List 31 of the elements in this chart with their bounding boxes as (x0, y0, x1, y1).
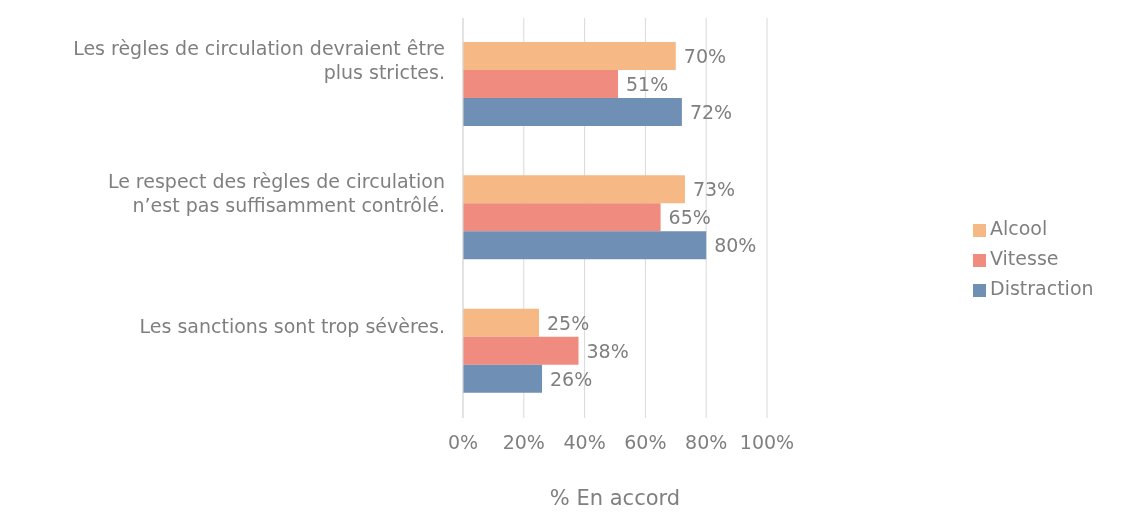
data-label: 72% (689, 101, 733, 123)
x-axis-title: % En accord (549, 486, 681, 510)
legend-label: Distraction (990, 277, 1094, 299)
bar (463, 231, 707, 260)
bar (463, 98, 682, 126)
bar (463, 203, 661, 232)
legend-label: Alcool (990, 217, 1048, 239)
x-tick-label: 40% (563, 431, 606, 454)
y-tick-label: Le respect des règles de circulation n’est pas suffisamment contrôlé. (107, 170, 445, 216)
bar (463, 364, 543, 393)
bar (463, 70, 619, 98)
x-tick-label: 0% (447, 431, 479, 454)
x-tick-label: 60% (624, 431, 667, 454)
y-tick-label: Les sanctions sont trop sévères. (139, 315, 445, 338)
legend-label: Vitesse (990, 247, 1059, 269)
data-label: 80% (714, 234, 757, 257)
y-tick-label: Les règles de circulation devraient être plus strictes. (73, 36, 445, 83)
data-label: 25% (547, 311, 590, 334)
x-tick-label: 20% (502, 431, 545, 454)
data-label: 73% (692, 178, 736, 201)
x-tick-label: 100% (739, 431, 795, 454)
data-label: 38% (586, 339, 629, 362)
data-label: 51% (626, 73, 669, 95)
x-tick-label: 80% (685, 431, 728, 454)
data-label: 26% (550, 367, 593, 390)
bar (463, 336, 579, 365)
bar (463, 42, 676, 70)
data-label: 65% (668, 206, 711, 229)
data-label: 70% (683, 45, 727, 67)
bar (463, 175, 685, 204)
bar (463, 308, 539, 337)
